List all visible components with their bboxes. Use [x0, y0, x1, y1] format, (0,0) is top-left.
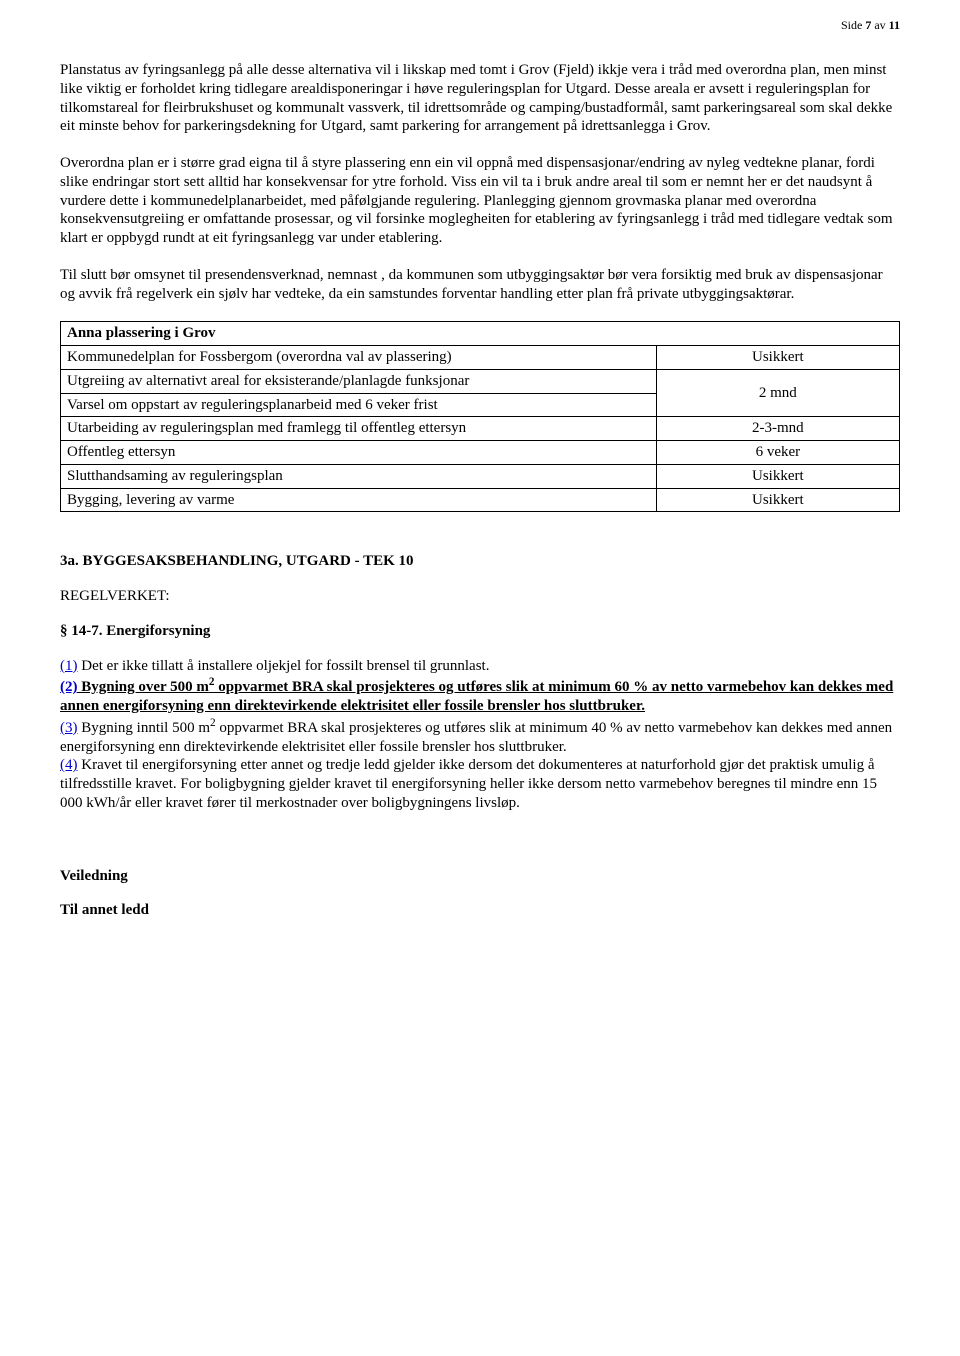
- law-item-2: (2) Bygning over 500 m2 oppvarmet BRA sk…: [60, 675, 900, 716]
- table-row: Slutthandsaming av reguleringsplan Usikk…: [61, 464, 900, 488]
- table-row: Utarbeiding av reguleringsplan med framl…: [61, 417, 900, 441]
- law-heading: § 14-7. Energiforsyning: [60, 622, 900, 641]
- table-cell-left: Varsel om oppstart av reguleringsplanarb…: [61, 393, 657, 417]
- table-cell-right: Usikkert: [656, 464, 899, 488]
- table-cell-left: Slutthandsaming av reguleringsplan: [61, 464, 657, 488]
- law-link-1[interactable]: (1): [60, 658, 78, 674]
- law-text-3a: Bygning inntil 500 m: [78, 720, 211, 736]
- page: Side 7 av 11 Planstatus av fyringsanlegg…: [0, 0, 960, 1356]
- veiledning-heading: Veiledning: [60, 867, 900, 886]
- table-header-left: Anna plassering i Grov: [61, 322, 900, 346]
- law-text-2a: Bygning over 500 m: [78, 679, 209, 695]
- page-label-av: av: [871, 18, 888, 32]
- table-row: Kommunedelplan for Fossbergom (overordna…: [61, 346, 900, 370]
- table-cell-right: 6 veker: [656, 441, 899, 465]
- table-cell-right: Usikkert: [656, 488, 899, 512]
- law-link-4[interactable]: (4): [60, 757, 78, 773]
- table-anna-plassering: Anna plassering i Grov Kommunedelplan fo…: [60, 321, 900, 512]
- table-cell-left: Bygging, levering av varme: [61, 488, 657, 512]
- table-cell-left: Kommunedelplan for Fossbergom (overordna…: [61, 346, 657, 370]
- page-number: Side 7 av 11: [60, 18, 900, 33]
- table-row: Utgreiing av alternativt areal for eksis…: [61, 369, 900, 393]
- table-cell-left: Offentleg ettersyn: [61, 441, 657, 465]
- table-cell-right: 2 mnd: [656, 369, 899, 417]
- paragraph-2: Overordna plan er i større grad eigna ti…: [60, 154, 900, 248]
- law-item-1: (1) Det er ikke tillatt å installere olj…: [60, 657, 900, 676]
- law-text-1: Det er ikke tillatt å installere oljekje…: [78, 658, 490, 674]
- page-label-prefix: Side: [841, 18, 865, 32]
- til-annet-ledd: Til annet ledd: [60, 901, 900, 920]
- table-row: Bygging, levering av varme Usikkert: [61, 488, 900, 512]
- table-cell-left: Utarbeiding av reguleringsplan med framl…: [61, 417, 657, 441]
- regelverket-label: REGELVERKET:: [60, 587, 900, 606]
- table-cell-left: Utgreiing av alternativt areal for eksis…: [61, 369, 657, 393]
- table-cell-right: 2-3-mnd: [656, 417, 899, 441]
- law-item-4: (4) Kravet til energiforsyning etter ann…: [60, 756, 900, 812]
- spacer: [60, 831, 900, 867]
- paragraph-3: Til slutt bør omsynet til presendensverk…: [60, 266, 900, 304]
- section-3a-heading: 3a. BYGGESAKSBEHANDLING, UTGARD - TEK 10: [60, 552, 900, 571]
- table-header-row: Anna plassering i Grov: [61, 322, 900, 346]
- law-text-4: Kravet til energiforsyning etter annet o…: [60, 757, 877, 811]
- law-link-3[interactable]: (3): [60, 720, 78, 736]
- table-cell-right: Usikkert: [656, 346, 899, 370]
- table-row: Offentleg ettersyn 6 veker: [61, 441, 900, 465]
- law-item-3: (3) Bygning inntil 500 m2 oppvarmet BRA …: [60, 716, 900, 757]
- page-total: 11: [889, 18, 900, 32]
- paragraph-1: Planstatus av fyringsanlegg på alle dess…: [60, 61, 900, 136]
- law-link-2[interactable]: (2): [60, 679, 78, 695]
